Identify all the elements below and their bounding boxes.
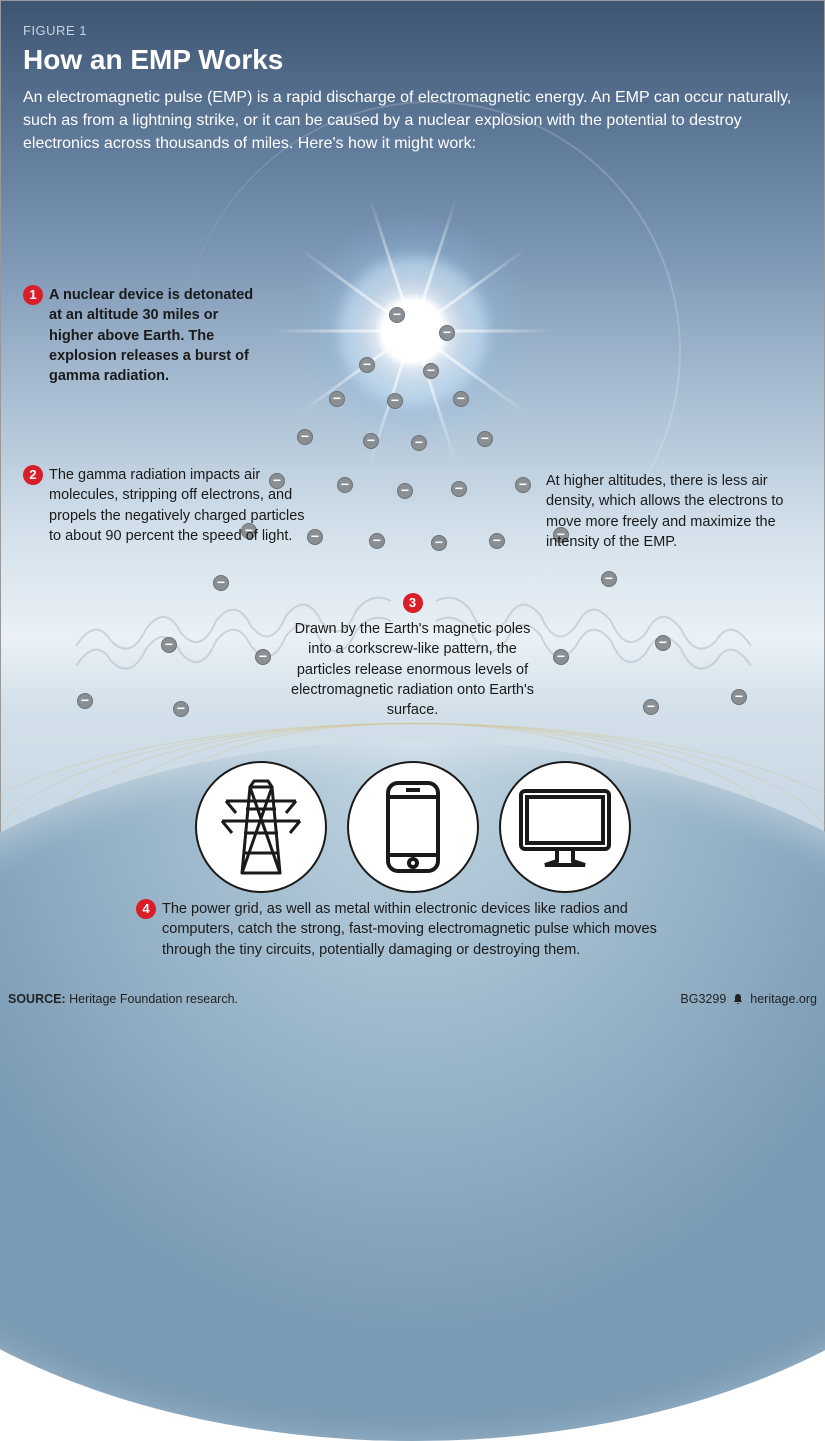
step-2-text: The gamma radiation impacts air molecule… bbox=[49, 465, 305, 546]
electron-particle bbox=[363, 433, 379, 449]
electron-particle bbox=[439, 325, 455, 341]
step-4: 4 The power grid, as well as metal withi… bbox=[136, 899, 696, 960]
step-3-text: Drawn by the Earth's magnetic poles into… bbox=[291, 621, 534, 718]
site-url: heritage.org bbox=[750, 992, 817, 1006]
affected-devices-row bbox=[1, 761, 824, 893]
doc-id: BG3299 bbox=[680, 992, 726, 1006]
source-text: Heritage Foundation research. bbox=[69, 992, 238, 1006]
smartphone-icon bbox=[347, 761, 479, 893]
electron-particle bbox=[359, 357, 375, 373]
altitude-sidenote: At higher altitudes, there is less air d… bbox=[546, 471, 798, 552]
step-2: 2 The gamma radiation impacts air molecu… bbox=[23, 465, 305, 546]
step-badge-3: 3 bbox=[403, 593, 423, 613]
electron-particle bbox=[77, 693, 93, 709]
electron-particle bbox=[477, 431, 493, 447]
electron-particle bbox=[173, 701, 189, 717]
page-title: How an EMP Works bbox=[23, 44, 802, 76]
electron-particle bbox=[213, 575, 229, 591]
explosion-ray bbox=[273, 330, 553, 333]
electron-particle bbox=[423, 363, 439, 379]
electron-particle bbox=[655, 635, 671, 651]
electron-particle bbox=[369, 533, 385, 549]
electron-particle bbox=[643, 699, 659, 715]
step-badge-4: 4 bbox=[136, 899, 156, 919]
step-4-text: The power grid, as well as metal within … bbox=[162, 899, 696, 960]
power-tower-icon bbox=[195, 761, 327, 893]
step-1: 1 A nuclear device is detonated at an al… bbox=[23, 285, 263, 386]
electron-particle bbox=[297, 429, 313, 445]
step-badge-1: 1 bbox=[23, 285, 43, 305]
electron-particle bbox=[337, 477, 353, 493]
electron-particle bbox=[451, 481, 467, 497]
electron-particle bbox=[397, 483, 413, 499]
electron-particle bbox=[389, 307, 405, 323]
electron-particle bbox=[489, 533, 505, 549]
computer-monitor-icon bbox=[499, 761, 631, 893]
electron-particle bbox=[601, 571, 617, 587]
figure-label: FIGURE 1 bbox=[23, 23, 802, 38]
infographic-canvas: FIGURE 1 How an EMP Works An electromagn… bbox=[0, 0, 825, 982]
step-1-text: A nuclear device is detonated at an alti… bbox=[49, 285, 263, 386]
electron-particle bbox=[411, 435, 427, 451]
electron-particle bbox=[329, 391, 345, 407]
electron-particle bbox=[553, 649, 569, 665]
electron-particle bbox=[387, 393, 403, 409]
source-line: SOURCE: Heritage Foundation research. bbox=[8, 992, 238, 1006]
bell-icon bbox=[732, 993, 744, 1005]
electron-particle bbox=[431, 535, 447, 551]
nuclear-explosion bbox=[283, 201, 543, 461]
electron-particle bbox=[255, 649, 271, 665]
intro-text: An electromagnetic pulse (EMP) is a rapi… bbox=[23, 86, 802, 156]
step-badge-2: 2 bbox=[23, 465, 43, 485]
explosion-ray bbox=[273, 330, 553, 333]
source-label: SOURCE: bbox=[8, 992, 66, 1006]
electron-particle bbox=[307, 529, 323, 545]
footer: SOURCE: Heritage Foundation research. BG… bbox=[0, 992, 825, 1006]
electron-particle bbox=[161, 637, 177, 653]
header-block: FIGURE 1 How an EMP Works An electromagn… bbox=[23, 23, 802, 156]
electron-particle bbox=[453, 391, 469, 407]
electron-particle bbox=[515, 477, 531, 493]
electron-particle bbox=[731, 689, 747, 705]
step-3: 3 Drawn by the Earth's magnetic poles in… bbox=[285, 593, 541, 720]
